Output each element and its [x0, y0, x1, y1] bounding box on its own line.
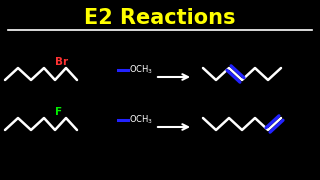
Text: Br: Br	[55, 57, 68, 67]
Text: F: F	[55, 107, 62, 117]
Text: E2 Reactions: E2 Reactions	[84, 8, 236, 28]
Text: $\mathregular{OCH_3}$: $\mathregular{OCH_3}$	[129, 114, 153, 126]
Text: $\mathregular{OCH_3}$: $\mathregular{OCH_3}$	[129, 64, 153, 76]
